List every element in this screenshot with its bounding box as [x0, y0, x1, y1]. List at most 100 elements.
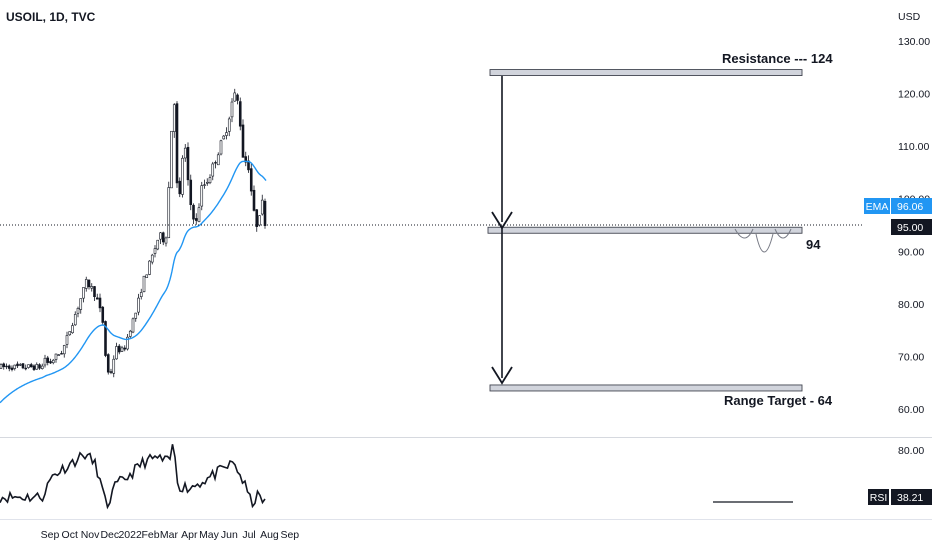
symbol-title[interactable]: USOIL, 1D, TVC [6, 10, 96, 24]
ema-badge-label: EMA [866, 201, 889, 213]
time-axis[interactable]: Sep Oct Nov Dec 2022 Feb Mar Apr May Jun Jul Aug Sep [41, 529, 300, 541]
candle-up [170, 130, 173, 189]
candle-up [54, 353, 58, 360]
ema-badge-tag [864, 198, 890, 214]
price-tick-label: 130.00 [898, 36, 930, 48]
currency-label: USD [898, 11, 921, 23]
candle-up [90, 286, 94, 289]
candle-down [93, 286, 96, 298]
candle-up [68, 331, 72, 336]
zone-support [487, 226, 803, 234]
candle-down [109, 371, 113, 373]
candle-down [252, 189, 256, 211]
support-label: 94 [806, 237, 821, 252]
candle-up [159, 232, 162, 240]
ema-line [0, 160, 267, 404]
candle-up [142, 275, 146, 292]
rsi-badge-tag [868, 489, 889, 505]
candle-up [216, 154, 220, 166]
candle-up [219, 140, 223, 155]
rsi-value: 38.21 [897, 492, 923, 504]
candle-up [225, 132, 228, 136]
candle-down [49, 361, 52, 364]
candle-up [172, 104, 176, 132]
price-tick-label: 120.00 [898, 89, 930, 101]
time-tick-label: Oct [62, 529, 78, 541]
candle-down [87, 279, 91, 288]
ema-value-tag [891, 198, 932, 214]
range-target-label: Range Target - 64 [724, 393, 833, 408]
resistance-label: Resistance --- 124 [722, 51, 833, 66]
rsi-badge: RSI 38.21 [868, 489, 932, 505]
pattern-sketch [734, 228, 792, 253]
candle-up [51, 359, 55, 364]
candle-up [112, 358, 116, 374]
last-price-tag [891, 219, 932, 235]
candle-up [18, 364, 22, 366]
rsi-value-tag [891, 489, 932, 505]
right-shoulder-curve [774, 228, 792, 239]
candle-down [29, 364, 33, 368]
time-tick-label: Jul [242, 529, 255, 541]
candle-up [181, 157, 184, 195]
candle-up [203, 184, 206, 186]
candle-up [35, 364, 39, 370]
candle-down [244, 156, 248, 163]
candle-up [205, 182, 209, 184]
time-tick-label: Jun [221, 529, 238, 541]
candle-up [260, 199, 264, 215]
price-tick-label: 80.00 [898, 299, 924, 311]
candle-down [7, 365, 11, 369]
candle-up [167, 187, 171, 239]
candle-down [178, 180, 182, 195]
candle-down [241, 124, 245, 158]
candle-down [161, 232, 165, 243]
candle-up [76, 308, 80, 314]
last-price-badge: 95.00 [891, 219, 932, 235]
ema-value: 96.06 [897, 201, 923, 213]
candle-up [128, 330, 132, 337]
rsi-badge-label: RSI [870, 492, 888, 504]
candle-up [258, 215, 261, 226]
candle-up [40, 365, 44, 369]
candle-down [175, 103, 179, 184]
candle-up [73, 314, 77, 326]
candle-up [230, 101, 234, 118]
time-tick-label: Aug [260, 529, 279, 541]
candle-down [21, 363, 25, 369]
candle-down [186, 146, 190, 181]
projection-arrows [491, 76, 513, 385]
last-price-value: 95.00 [897, 222, 923, 234]
candle-up [145, 274, 149, 278]
rsi-line [0, 444, 266, 510]
candle-up [211, 163, 215, 177]
candle-up [27, 364, 30, 368]
candle-up [156, 239, 160, 250]
candle-up [126, 336, 129, 350]
candle-down [123, 347, 127, 350]
price-tick-label: 110.00 [898, 141, 929, 153]
time-tick-label: May [199, 529, 220, 541]
time-tick-label: Feb [141, 529, 159, 541]
price-tick-label: 60.00 [898, 404, 924, 416]
time-tick-label: Nov [81, 529, 100, 541]
candle-down [214, 162, 217, 164]
candle-down [117, 345, 121, 353]
rsi-axis[interactable]: 80.00 [898, 445, 924, 457]
candle-up [137, 297, 140, 313]
candle-up [139, 292, 143, 297]
candle-up [227, 118, 231, 132]
candle-up [65, 335, 69, 345]
candle-up [200, 185, 204, 207]
candle-down [101, 306, 105, 323]
candle-down [98, 297, 102, 309]
candle-down [2, 363, 6, 368]
time-tick-label: Sep [41, 529, 60, 541]
ema-badge: EMA 96.06 [864, 198, 932, 214]
candle-up [183, 147, 187, 159]
candle-up [57, 354, 61, 356]
zone-range-target [489, 384, 803, 392]
candle-up [79, 298, 83, 310]
candle-up [197, 207, 201, 222]
